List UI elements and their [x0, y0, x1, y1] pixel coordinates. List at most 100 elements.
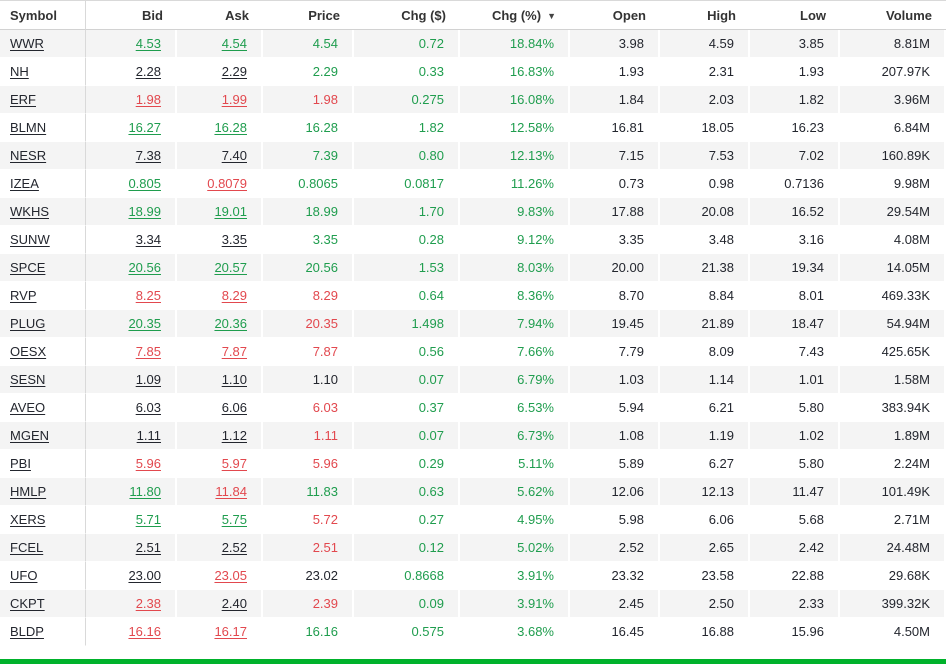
ask-cell[interactable]: 19.01 [177, 198, 263, 226]
column-header-ask[interactable]: Ask [177, 1, 263, 30]
bid-value[interactable]: 16.16 [128, 624, 161, 639]
bid-value[interactable]: 20.56 [128, 260, 161, 275]
bid-cell[interactable]: 16.16 [86, 618, 177, 646]
ask-cell[interactable]: 2.29 [177, 58, 263, 86]
bid-value[interactable]: 23.00 [128, 568, 161, 583]
symbol-cell[interactable]: AVEO [0, 394, 86, 422]
ask-cell[interactable]: 2.52 [177, 534, 263, 562]
bid-cell[interactable]: 7.38 [86, 142, 177, 170]
ask-value[interactable]: 20.57 [214, 260, 247, 275]
symbol-link[interactable]: OESX [10, 344, 47, 359]
symbol-cell[interactable]: PLUG [0, 310, 86, 338]
symbol-link[interactable]: BLDP [10, 624, 44, 639]
bid-value[interactable]: 1.09 [135, 372, 161, 387]
bid-value[interactable]: 2.51 [135, 540, 161, 555]
column-header-price[interactable]: Price [263, 1, 354, 30]
symbol-cell[interactable]: BLMN [0, 114, 86, 142]
ask-value[interactable]: 16.17 [214, 624, 247, 639]
ask-value[interactable]: 1.12 [221, 428, 247, 443]
symbol-link[interactable]: CKPT [10, 596, 45, 611]
bid-cell[interactable]: 11.80 [86, 478, 177, 506]
bid-cell[interactable]: 2.38 [86, 590, 177, 618]
ask-cell[interactable]: 20.36 [177, 310, 263, 338]
ask-cell[interactable]: 1.99 [177, 86, 263, 114]
symbol-link[interactable]: BLMN [10, 120, 47, 135]
bid-value[interactable]: 7.85 [135, 344, 161, 359]
ask-value[interactable]: 2.40 [221, 596, 247, 611]
column-header-high[interactable]: High [660, 1, 750, 30]
ask-value[interactable]: 5.97 [221, 456, 247, 471]
symbol-link[interactable]: SPCE [10, 260, 46, 275]
column-header-chg_p[interactable]: Chg (%) ▼ [460, 1, 570, 30]
bid-value[interactable]: 20.35 [128, 316, 161, 331]
ask-value[interactable]: 1.99 [221, 92, 247, 107]
bid-value[interactable]: 2.28 [135, 64, 161, 79]
bid-cell[interactable]: 7.85 [86, 338, 177, 366]
bid-cell[interactable]: 20.56 [86, 254, 177, 282]
symbol-cell[interactable]: ERF [0, 86, 86, 114]
ask-cell[interactable]: 6.06 [177, 394, 263, 422]
bid-value[interactable]: 11.80 [129, 484, 161, 499]
bid-value[interactable]: 5.71 [135, 512, 161, 527]
ask-cell[interactable]: 20.57 [177, 254, 263, 282]
bid-cell[interactable]: 3.34 [86, 226, 177, 254]
ask-cell[interactable]: 2.40 [177, 590, 263, 618]
ask-cell[interactable]: 8.29 [177, 282, 263, 310]
column-header-open[interactable]: Open [570, 1, 660, 30]
bid-value[interactable]: 3.34 [135, 232, 161, 247]
ask-value[interactable]: 8.29 [221, 288, 247, 303]
bid-value[interactable]: 5.96 [135, 456, 161, 471]
column-header-bid[interactable]: Bid [86, 1, 177, 30]
symbol-link[interactable]: FCEL [10, 540, 44, 555]
symbol-cell[interactable]: OESX [0, 338, 86, 366]
symbol-link[interactable]: MGEN [10, 428, 49, 443]
symbol-link[interactable]: HMLP [10, 484, 47, 499]
symbol-link[interactable]: UFO [10, 568, 38, 583]
symbol-cell[interactable]: UFO [0, 562, 86, 590]
ask-cell[interactable]: 7.40 [177, 142, 263, 170]
bid-cell[interactable]: 5.96 [86, 450, 177, 478]
bid-cell[interactable]: 0.805 [86, 170, 177, 198]
bid-cell[interactable]: 2.28 [86, 58, 177, 86]
symbol-link[interactable]: NESR [10, 148, 47, 163]
column-header-chg_d[interactable]: Chg ($) [354, 1, 460, 30]
ask-value[interactable]: 0.8079 [207, 176, 247, 191]
ask-value[interactable]: 19.01 [214, 204, 247, 219]
ask-cell[interactable]: 16.17 [177, 618, 263, 646]
bid-value[interactable]: 7.38 [135, 148, 161, 163]
symbol-cell[interactable]: RVP [0, 282, 86, 310]
symbol-cell[interactable]: WKHS [0, 198, 86, 226]
symbol-cell[interactable]: NESR [0, 142, 86, 170]
symbol-link[interactable]: SUNW [10, 232, 50, 247]
ask-value[interactable]: 11.84 [215, 484, 247, 499]
symbol-link[interactable]: WKHS [10, 204, 49, 219]
bid-cell[interactable]: 20.35 [86, 310, 177, 338]
bid-value[interactable]: 1.11 [136, 428, 161, 443]
ask-cell[interactable]: 7.87 [177, 338, 263, 366]
ask-cell[interactable]: 5.97 [177, 450, 263, 478]
bid-cell[interactable]: 8.25 [86, 282, 177, 310]
bid-cell[interactable]: 1.11 [86, 422, 177, 450]
ask-value[interactable]: 2.52 [221, 540, 247, 555]
symbol-link[interactable]: NH [10, 64, 29, 79]
ask-value[interactable]: 7.87 [221, 344, 247, 359]
symbol-cell[interactable]: SPCE [0, 254, 86, 282]
symbol-link[interactable]: IZEA [10, 176, 39, 191]
symbol-cell[interactable]: NH [0, 58, 86, 86]
symbol-link[interactable]: PLUG [10, 316, 46, 331]
symbol-link[interactable]: AVEO [10, 400, 46, 415]
symbol-link[interactable]: SESN [10, 372, 46, 387]
symbol-link[interactable]: XERS [10, 512, 46, 527]
bid-cell[interactable]: 1.98 [86, 86, 177, 114]
bid-value[interactable]: 16.27 [128, 120, 161, 135]
bid-value[interactable]: 0.805 [128, 176, 161, 191]
symbol-cell[interactable]: FCEL [0, 534, 86, 562]
ask-cell[interactable]: 5.75 [177, 506, 263, 534]
ask-cell[interactable]: 4.54 [177, 30, 263, 58]
symbol-cell[interactable]: SUNW [0, 226, 86, 254]
symbol-cell[interactable]: CKPT [0, 590, 86, 618]
column-header-symbol[interactable]: Symbol [0, 1, 86, 30]
ask-value[interactable]: 6.06 [221, 400, 247, 415]
ask-cell[interactable]: 16.28 [177, 114, 263, 142]
ask-cell[interactable]: 11.84 [177, 478, 263, 506]
